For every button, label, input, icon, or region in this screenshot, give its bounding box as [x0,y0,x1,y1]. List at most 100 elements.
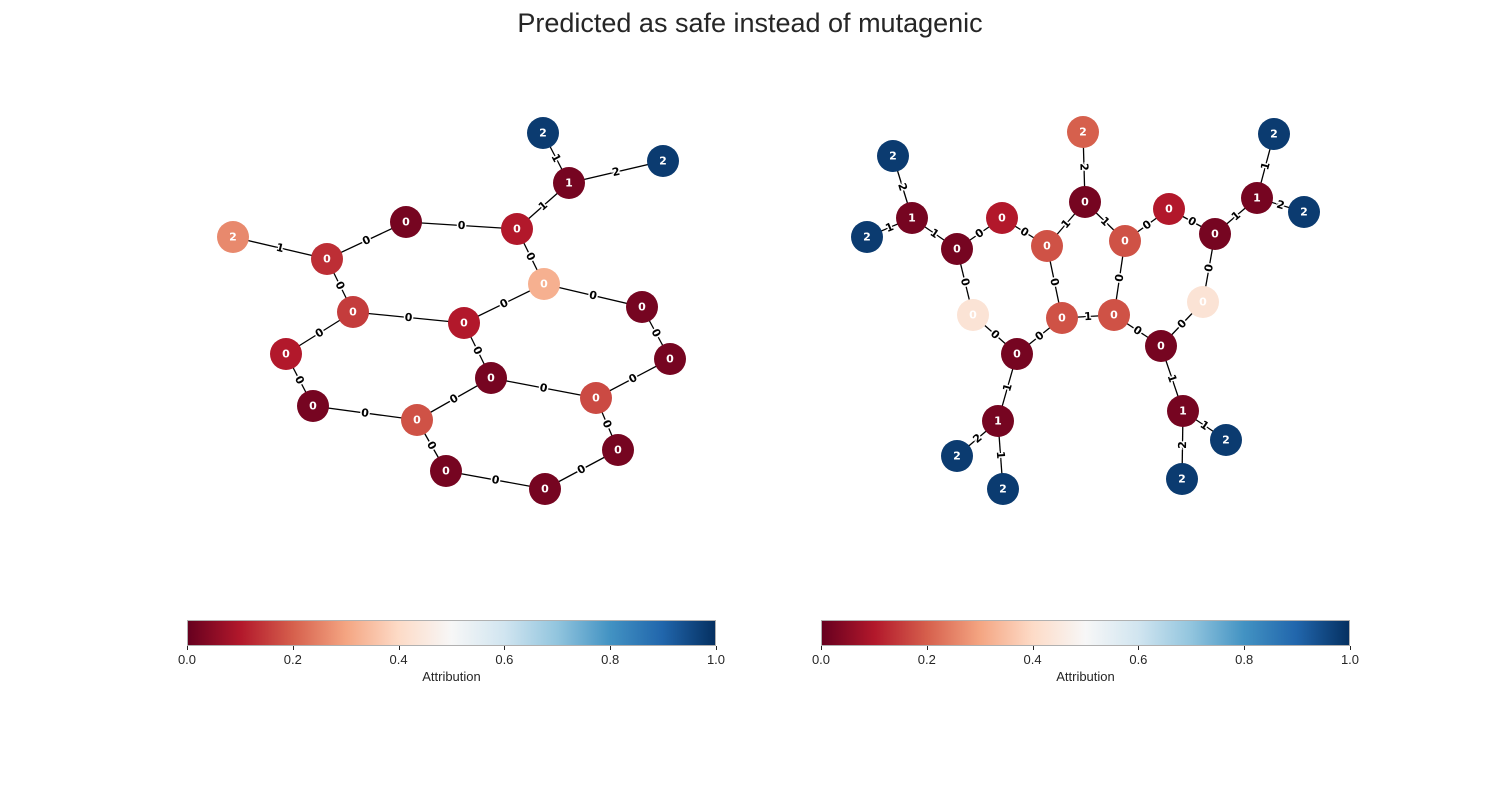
left-graph-node-label: 0 [540,278,548,291]
right-graph-edge-label: 0 [1131,323,1145,338]
left-graph-node-label: 0 [592,392,600,405]
colorbar-tick-label: 1.0 [1340,652,1360,667]
left-graph-edge [232,236,328,260]
right-graph-node-label: 0 [1121,235,1129,248]
right-graph-node [982,405,1014,437]
left-graph-edge-label: 0 [600,418,615,430]
left-graph-edge [568,160,664,184]
right-graph-node-label: 2 [889,150,897,163]
left-graph-node-label: 0 [323,253,331,266]
left-graph-node [448,307,480,339]
left-graph-node [337,296,369,328]
left-graph-edge-label: 0 [539,381,549,395]
left-graph-node-label: 2 [539,127,547,140]
left-graph-edge [445,470,546,490]
left-graph-edge-label: 0 [575,462,588,477]
left-graph-edge-label: 1 [275,241,285,255]
left-graph-node-label: 0 [513,223,521,236]
left-graph-node-label: 0 [541,483,549,496]
right-graph-node-label: 0 [1165,203,1173,216]
right-graph-edge-label: 1 [1198,418,1212,433]
left-graph-node-label: 0 [666,353,674,366]
right-graph-edge-label: 0 [1186,214,1199,229]
colorbar-tick-label: 0.8 [601,652,620,667]
right-graph-edge-label: 0 [1047,277,1061,287]
left-colorbar-label: Attribution [422,669,481,684]
colorbar-tick [926,646,928,650]
right-graph-node-label: 1 [908,212,916,225]
left-graph-node [390,206,422,238]
left-graph-edge-label: 0 [292,374,307,387]
left-graph-edge-label: 2 [611,165,621,179]
colorbar-tick [821,646,822,650]
left-graph-edge-label: 0 [588,288,599,302]
left-graph-node-label: 0 [309,400,317,413]
right-graph-node [1288,196,1320,228]
right-graph-node [851,221,883,253]
colorbar-tick-label: 1.0 [706,652,726,667]
right-graph-edge-label: 0 [1140,217,1154,232]
colorbar-tick [398,646,400,650]
right-graph-node [986,202,1018,234]
right-colorbar-gradient [821,620,1350,646]
right-graph-edge-label: 2 [895,181,910,192]
left-graph-node [527,117,559,149]
colorbar-tick-label: 0.2 [283,652,302,667]
right-graph-node-label: 0 [1043,240,1051,253]
right-graph-node [1145,330,1177,362]
left-graph-node [501,213,533,245]
right-graph-node-label: 2 [1300,206,1308,219]
right-colorbar-label: Attribution [1056,669,1115,684]
left-graph-node-label: 2 [659,155,667,168]
right-graph-node-label: 2 [1079,126,1087,139]
left-graph-node-label: 0 [487,372,495,385]
right-graph-node [1001,338,1033,370]
right-graph-edge-label: 1 [928,226,942,241]
left-graph-node [654,343,686,375]
right-graph-node-label: 2 [863,231,871,244]
figure-title: Predicted as safe instead of mutagenic [517,8,983,38]
left-graph-edge-label: 0 [447,391,460,406]
right-graph-node-label: 2 [999,483,1007,496]
left-graph-node-label: 0 [402,216,410,229]
right-graph-node [896,202,928,234]
right-graph-node [1067,116,1099,148]
right-graph-node-label: 0 [969,309,977,322]
left-graph-node [401,404,433,436]
left-graph-node-label: 0 [460,317,468,330]
right-graph-node [957,299,989,331]
left-graph-node [529,473,561,505]
right-graph-node [1109,225,1141,257]
left-graph-edge-label: 0 [470,344,485,357]
right-graph-node [1167,395,1199,427]
left-graph-edge-label: 0 [457,219,466,232]
left-graph-edge-label: 0 [360,406,370,420]
right-graph-node-label: 0 [1081,196,1089,209]
left-graph-node-label: 0 [442,465,450,478]
colorbar-tick [292,646,294,650]
right-graph-edge-label: 2 [1176,441,1189,449]
colorbar-tick-label: 0.4 [389,652,408,667]
left-graph-edge [352,311,465,324]
right-graph-edge-label: 1 [883,220,895,235]
left-graph-edge [405,221,518,230]
left-graph-node [270,338,302,370]
colorbar-tick [610,646,612,650]
left-graph-edge [312,405,418,421]
right-graph-node-label: 2 [953,450,961,463]
right-graph-edge-label: 1 [1258,161,1273,172]
left-graph-edge-label: 1 [548,152,563,165]
left-graph-edge-label: 0 [491,473,501,487]
colorbar-tick [1032,646,1034,650]
left-graph-node [430,455,462,487]
right-graph-node [1241,182,1273,214]
right-graph-node [1199,218,1231,250]
left-graph-node [297,390,329,422]
left-graph-node [528,268,560,300]
right-graph-edge-label: 1 [1165,373,1180,384]
right-graph-node [1046,302,1078,334]
right-graph-node [1098,299,1130,331]
